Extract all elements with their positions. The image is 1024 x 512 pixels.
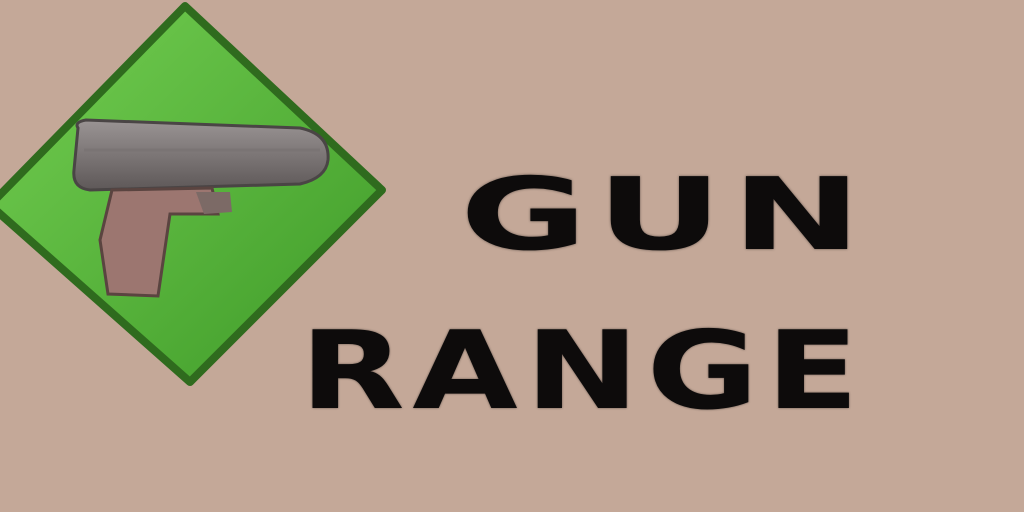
logo-title-line-1: GUN: [460, 156, 871, 273]
diamond-badge: [0, 2, 386, 386]
pistol-icon: [72, 118, 330, 298]
logo-title-line-2: RANGE: [300, 309, 867, 434]
